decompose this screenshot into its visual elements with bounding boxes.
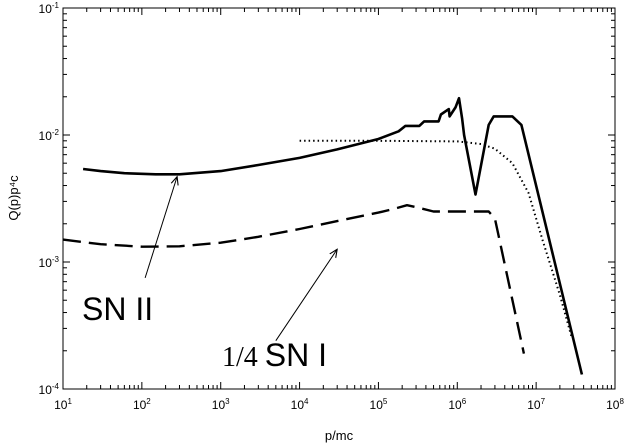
- series-line-dotted: [299, 139, 573, 337]
- tick-labels: 101 102 103 104 105 106 107 108 10-4 10-3 10-2 10-1: [39, 1, 624, 412]
- x-axis-label: p/mc: [325, 428, 354, 443]
- x-tick-label: 105: [370, 397, 388, 412]
- x-tick-label: 106: [448, 397, 466, 412]
- x-tick-label: 102: [133, 397, 151, 412]
- annotation-label: SN II: [82, 291, 153, 327]
- axis-ticks: [62, 7, 616, 390]
- plot-frame: [62, 7, 616, 390]
- series-line-solid: [82, 96, 584, 375]
- y-tick-label: 10-4: [39, 382, 60, 397]
- x-tick-label: 104: [291, 397, 309, 412]
- x-tick-label: 108: [606, 397, 624, 412]
- annotation-arrow: [275, 249, 337, 341]
- y-tick-label: 10-3: [39, 255, 60, 270]
- x-tick-label: 101: [54, 397, 72, 412]
- y-tick-label: 10-2: [39, 128, 60, 143]
- data-series: [62, 96, 584, 375]
- series-line-dashed: [62, 204, 526, 354]
- y-axis-label: Q(p)p⁴c: [6, 175, 21, 221]
- x-tick-label: 103: [212, 397, 230, 412]
- annotation-arrow: [144, 177, 177, 279]
- annotations: SN II 1/4 SN I: [82, 177, 337, 373]
- x-tick-label: 107: [527, 397, 545, 412]
- y-tick-label: 10-1: [39, 1, 60, 16]
- annotation-label: 1/4 SN I: [222, 337, 327, 373]
